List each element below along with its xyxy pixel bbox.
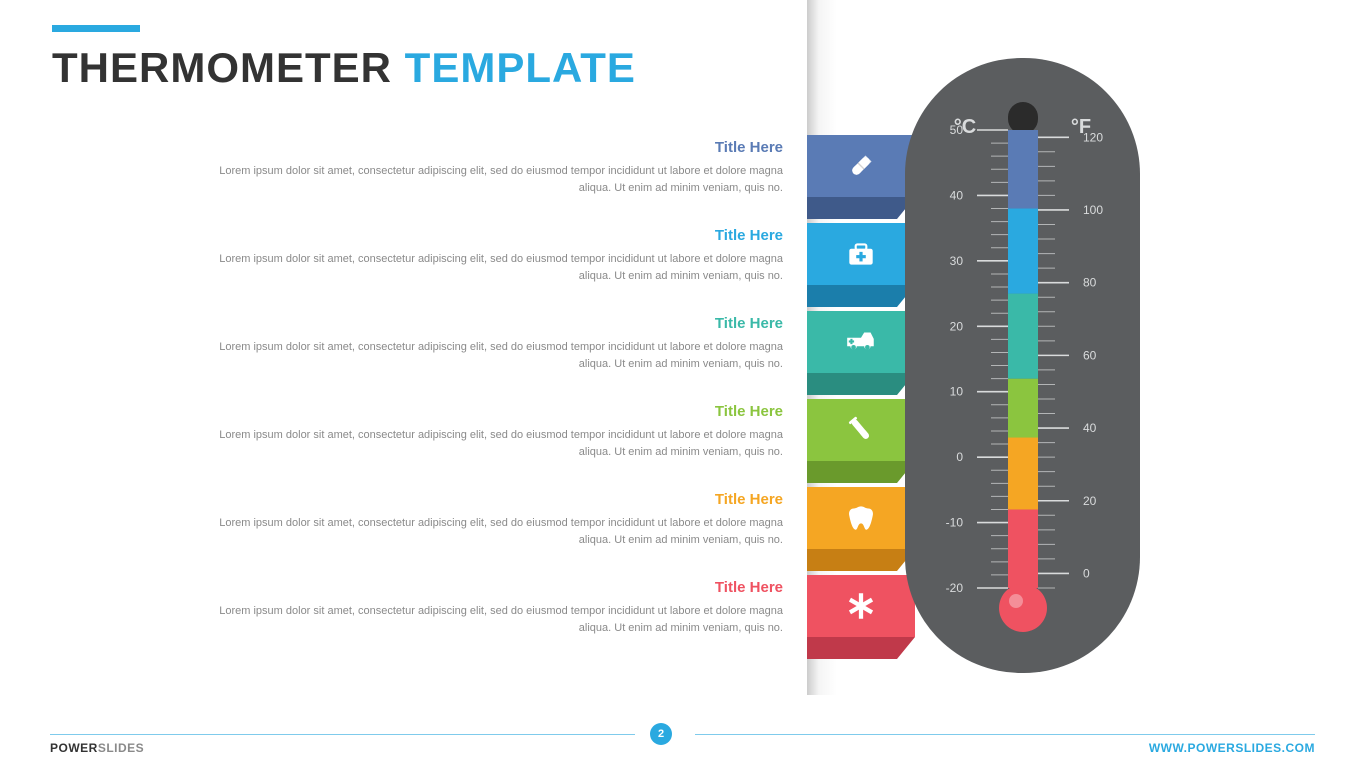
item-ribbon bbox=[807, 637, 915, 659]
tick-c: 50 bbox=[950, 123, 964, 137]
tick-f: 60 bbox=[1083, 348, 1097, 362]
tick-f: 0 bbox=[1083, 566, 1090, 580]
item-body: Lorem ipsum dolor sit amet, consectetur … bbox=[193, 251, 783, 285]
item-ribbon bbox=[807, 549, 915, 571]
brand-left: POWERSLIDES bbox=[50, 741, 144, 755]
slide: THERMOMETER TEMPLATE Title Here Lorem ips… bbox=[0, 0, 1365, 767]
item-body: Lorem ipsum dolor sit amet, consectetur … bbox=[193, 515, 783, 549]
item-title: Title Here bbox=[715, 579, 783, 596]
pill-icon bbox=[844, 149, 878, 183]
page-number-badge: 2 bbox=[650, 723, 672, 745]
tick-c: 10 bbox=[950, 385, 964, 399]
item-body: Lorem ipsum dolor sit amet, consectetur … bbox=[193, 427, 783, 461]
tick-f: 80 bbox=[1083, 276, 1097, 290]
footer-rule-right bbox=[695, 734, 1315, 735]
tick-c: 30 bbox=[950, 254, 964, 268]
title-accent-bar bbox=[52, 25, 140, 32]
item-title: Title Here bbox=[715, 491, 783, 508]
title-word-1: THERMOMETER bbox=[52, 44, 392, 91]
item-body: Lorem ipsum dolor sit amet, consectetur … bbox=[193, 603, 783, 637]
item-body: Lorem ipsum dolor sit amet, consectetur … bbox=[193, 339, 783, 373]
list-item: Title Here Lorem ipsum dolor sit amet, co… bbox=[95, 135, 915, 223]
item-title: Title Here bbox=[715, 403, 783, 420]
brand-word-1: POWER bbox=[50, 741, 98, 755]
item-ribbon bbox=[807, 461, 915, 483]
item-body: Lorem ipsum dolor sit amet, consectetur … bbox=[193, 163, 783, 197]
testtube-icon bbox=[844, 413, 878, 447]
tick-c: -10 bbox=[946, 516, 964, 530]
item-badge bbox=[807, 135, 915, 197]
tick-f: 20 bbox=[1083, 494, 1097, 508]
tick-c: 0 bbox=[956, 450, 963, 464]
item-badge bbox=[807, 575, 915, 637]
item-title: Title Here bbox=[715, 315, 783, 332]
list-item: Title Here Lorem ipsum dolor sit amet, co… bbox=[95, 311, 915, 399]
title-word-2: TEMPLATE bbox=[405, 44, 636, 91]
list-item: Title Here Lorem ipsum dolor sit amet, co… bbox=[95, 487, 915, 575]
brand-word-2: SLIDES bbox=[98, 741, 144, 755]
tick-c: 40 bbox=[950, 188, 964, 202]
item-badge bbox=[807, 311, 915, 373]
item-badge bbox=[807, 399, 915, 461]
footer-rule-left bbox=[50, 734, 635, 735]
list-item: Title Here Lorem ipsum dolor sit amet, co… bbox=[95, 399, 915, 487]
tick-f: 120 bbox=[1083, 130, 1103, 144]
tick-c: 20 bbox=[950, 319, 964, 333]
item-title: Title Here bbox=[715, 227, 783, 244]
items-list: Title Here Lorem ipsum dolor sit amet, co… bbox=[95, 135, 915, 663]
medkit-icon bbox=[844, 237, 878, 271]
brand-url: WWW.POWERSLIDES.COM bbox=[1149, 741, 1315, 755]
page-number: 2 bbox=[658, 728, 664, 740]
item-ribbon bbox=[807, 373, 915, 395]
list-item: Title Here Lorem ipsum dolor sit amet, co… bbox=[95, 223, 915, 311]
medstar-icon bbox=[844, 589, 878, 623]
item-ribbon bbox=[807, 285, 915, 307]
ambulance-icon bbox=[844, 325, 878, 359]
item-badge bbox=[807, 223, 915, 285]
tick-c: -20 bbox=[946, 581, 964, 595]
item-ribbon bbox=[807, 197, 915, 219]
tooth-icon bbox=[844, 501, 878, 535]
tick-f: 40 bbox=[1083, 421, 1097, 435]
item-title: Title Here bbox=[715, 139, 783, 156]
list-item: Title Here Lorem ipsum dolor sit amet, co… bbox=[95, 575, 915, 663]
slide-title: THERMOMETER TEMPLATE bbox=[52, 44, 636, 92]
item-badge bbox=[807, 487, 915, 549]
thermometer: °C°F-20-1001020304050020406080100120 bbox=[905, 58, 1140, 673]
tick-f: 100 bbox=[1083, 203, 1103, 217]
